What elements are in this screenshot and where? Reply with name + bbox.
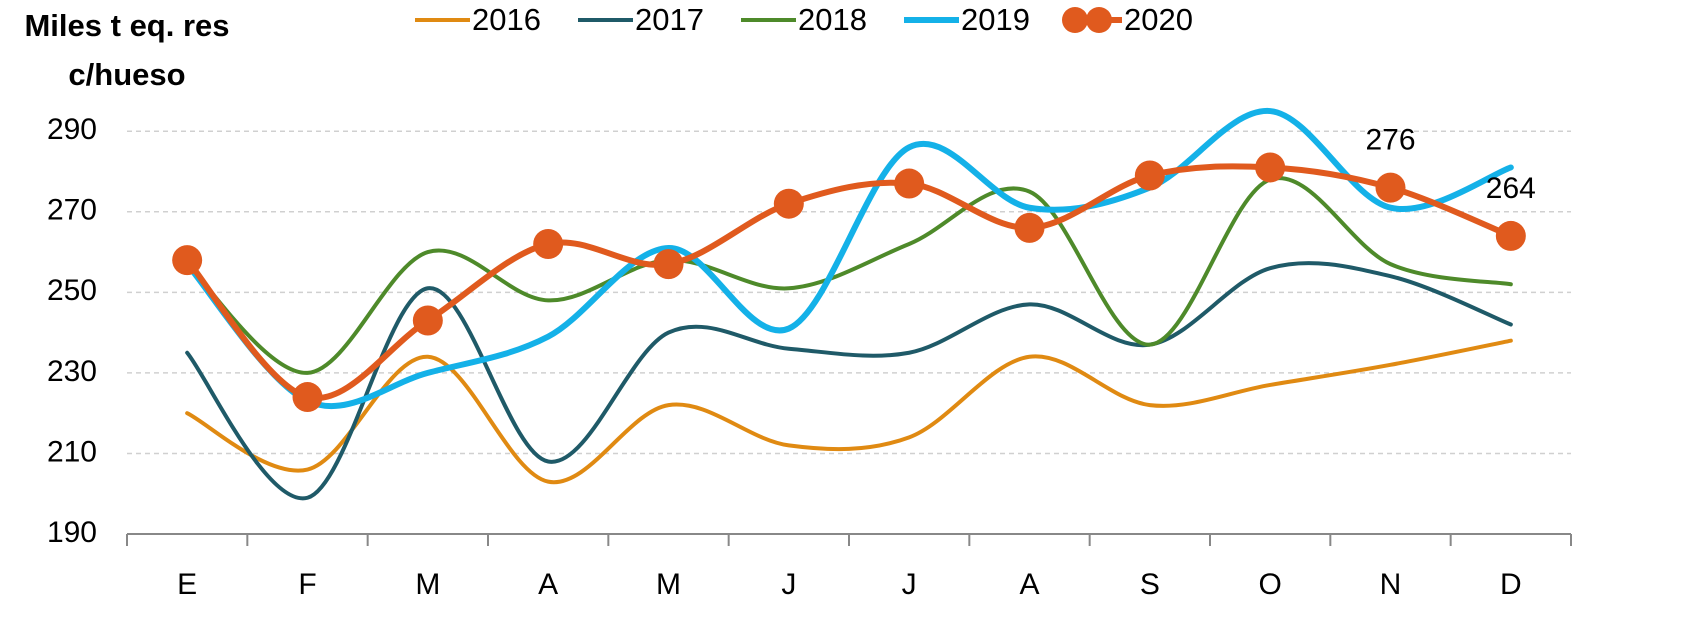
x-tick-label: J bbox=[781, 568, 796, 601]
y-axis-title: Miles t eq. res bbox=[24, 8, 229, 43]
legend-label: 2018 bbox=[798, 2, 867, 37]
point-marker bbox=[1375, 172, 1406, 203]
x-tick-label: N bbox=[1380, 568, 1402, 601]
y-tick-label: 270 bbox=[47, 194, 97, 227]
legend-label: 2017 bbox=[635, 2, 704, 37]
point-marker bbox=[1014, 212, 1045, 243]
x-tick-label: O bbox=[1258, 568, 1281, 601]
y-tick-label: 210 bbox=[47, 435, 97, 468]
y-axis-title: c/hueso bbox=[68, 57, 185, 92]
y-tick-label: 190 bbox=[47, 516, 97, 549]
data-label: 264 bbox=[1486, 172, 1536, 205]
point-marker bbox=[1495, 220, 1526, 251]
x-tick-label: F bbox=[298, 568, 316, 601]
point-marker bbox=[292, 382, 323, 413]
point-marker bbox=[1255, 152, 1286, 183]
y-tick-label: 230 bbox=[47, 355, 97, 388]
series-line bbox=[185, 261, 1513, 501]
point-marker bbox=[1134, 160, 1165, 191]
y-tick-label: 290 bbox=[47, 113, 97, 146]
point-marker bbox=[773, 188, 804, 219]
legend-label: 2019 bbox=[961, 2, 1030, 37]
legend-marker bbox=[1062, 7, 1088, 33]
x-tick-label: S bbox=[1140, 568, 1160, 601]
x-tick-label: M bbox=[415, 568, 440, 601]
data-label: 276 bbox=[1365, 124, 1415, 157]
x-tick-label: A bbox=[538, 568, 558, 601]
legend-label: 2016 bbox=[472, 2, 541, 37]
x-tick-label: A bbox=[1019, 568, 1039, 601]
point-marker bbox=[653, 249, 684, 280]
point-marker bbox=[894, 168, 925, 199]
series-line bbox=[184, 108, 1514, 410]
legend-marker bbox=[1086, 7, 1112, 33]
x-tick-label: J bbox=[902, 568, 917, 601]
x-tick-label: E bbox=[177, 568, 197, 601]
point-marker bbox=[533, 228, 564, 259]
series-line bbox=[185, 338, 1513, 485]
x-tick-label: M bbox=[656, 568, 681, 601]
y-tick-label: 250 bbox=[47, 274, 97, 307]
point-marker bbox=[172, 245, 203, 276]
point-marker bbox=[412, 305, 443, 336]
legend-label: 2020 bbox=[1124, 2, 1193, 37]
series-line bbox=[184, 163, 1514, 402]
x-tick-label: D bbox=[1500, 568, 1522, 601]
